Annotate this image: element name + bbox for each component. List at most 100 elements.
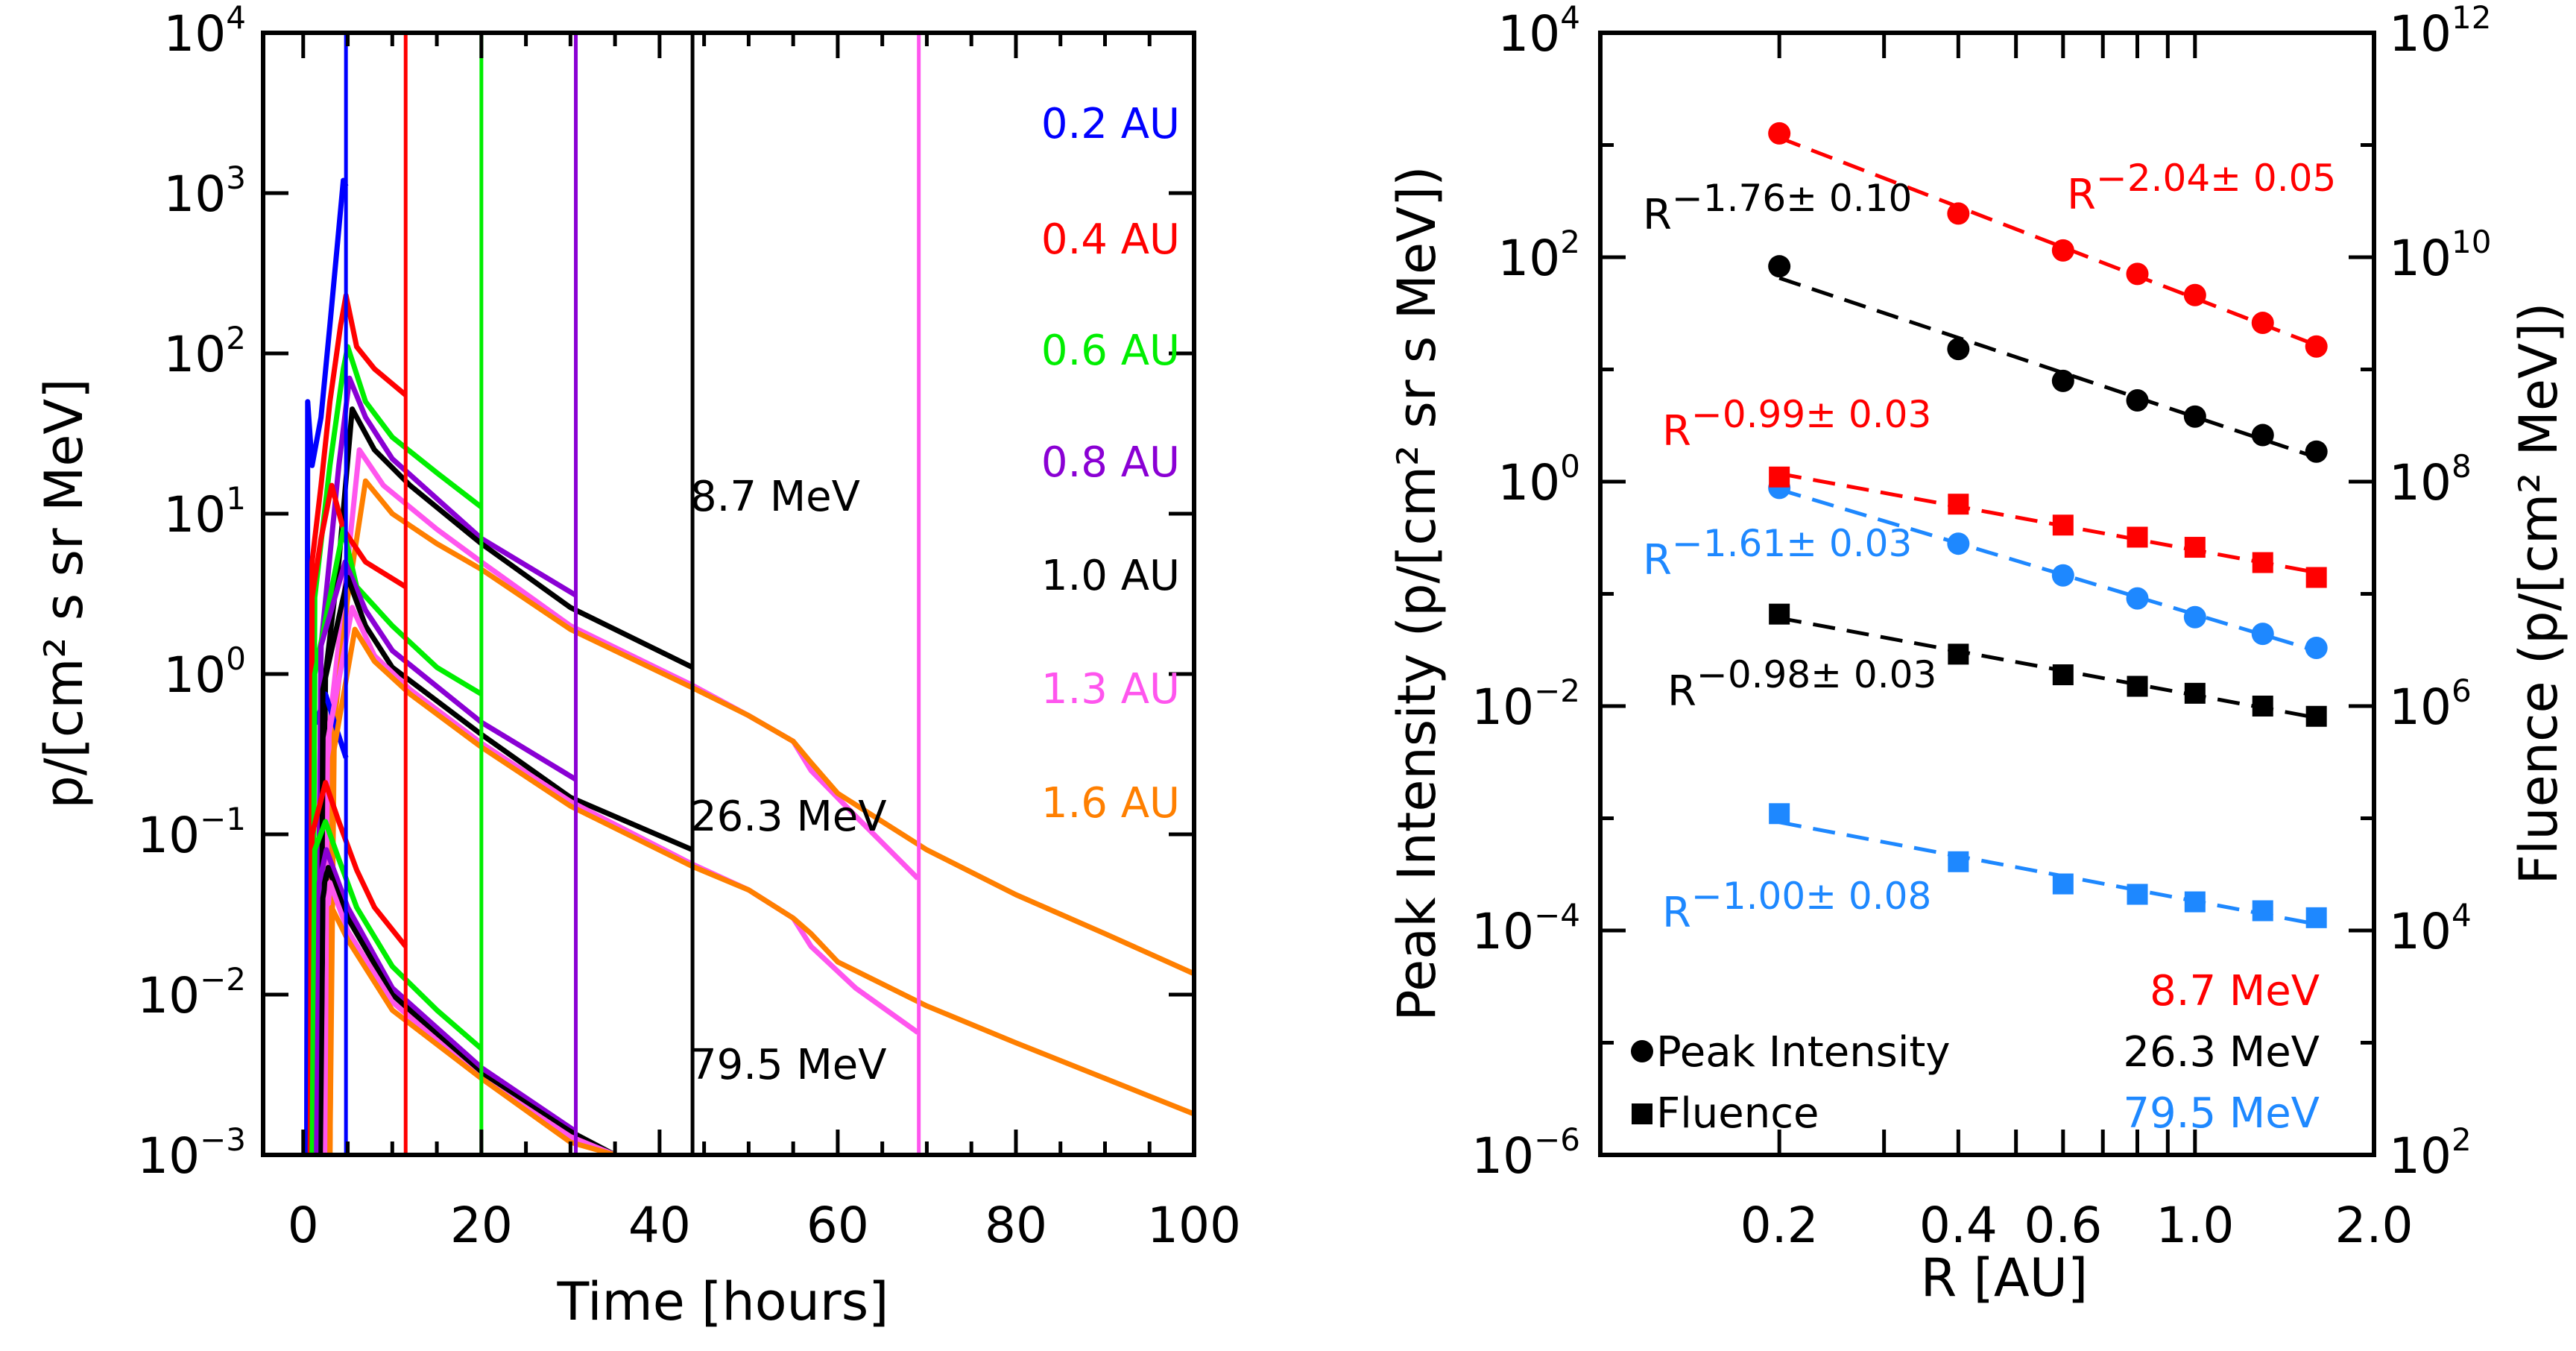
shock-arrival-lines: [344, 33, 921, 1155]
fit-line: [1778, 136, 2317, 347]
circle-marker: [2051, 239, 2074, 262]
square-marker: [1769, 466, 1790, 488]
legend-label-peak-intensity: Peak Intensity: [1656, 1028, 1951, 1077]
y-tick-label: 104: [163, 0, 246, 63]
x-tick-label: 20: [450, 1197, 513, 1254]
square-marker: [2305, 907, 2327, 928]
legend-item-0.8AU: 0.8 AU: [1041, 438, 1180, 487]
y-axis-title-fluence: Fluence (p/[cm² MeV]): [2508, 303, 2569, 885]
curve-26.3MeV-0.4AU: [307, 482, 408, 1155]
curve-8.7MeV-1.3AU: [323, 447, 920, 1155]
circle-marker: [2251, 623, 2274, 646]
energy-label-26.3: 26.3 MeV: [690, 793, 887, 841]
square-marker: [2305, 705, 2327, 727]
legend-item-1.3AU: 1.3 AU: [1041, 665, 1180, 714]
square-marker: [2052, 664, 2074, 686]
square-marker: [2127, 884, 2148, 905]
circle-marker: [2126, 388, 2149, 412]
y-axis-title-peak-intensity: Peak Intensity (p/[cm² sr s MeV]): [1386, 166, 1448, 1021]
circle-marker: [2183, 405, 2206, 428]
fit-label: R−0.99± 0.03: [1662, 393, 1931, 456]
circle-marker: [2183, 283, 2206, 306]
legend-item-0.2AU: 0.2 AU: [1041, 100, 1180, 148]
fit-line: [1778, 820, 2317, 926]
square-marker: [2184, 891, 2206, 913]
square-marker: [2252, 552, 2273, 573]
circle-marker: [2051, 369, 2074, 392]
fit-label: R−1.76± 0.10: [1643, 177, 1912, 239]
y-tick-label-right: 1012: [2389, 0, 2491, 63]
x-axis-title-right: R [AU]: [1921, 1247, 2089, 1309]
legend-energy-79.5: 79.5 MeV: [2123, 1089, 2320, 1138]
legend-item-0.4AU: 0.4 AU: [1041, 215, 1180, 264]
square-marker: [2305, 567, 2327, 588]
x-tick-label: 0.2: [1740, 1197, 1819, 1254]
y-tick-label-left: 10−6: [1471, 1121, 1580, 1185]
y-tick-label: 10−2: [137, 961, 246, 1024]
plot-frame-left: [261, 31, 1196, 1157]
fit-labels: R−2.04± 0.05 R−1.76± 0.10 R−1.61± 0.03 R−0.…: [1643, 157, 2336, 937]
x-tick-label: 60: [806, 1197, 869, 1254]
fit-label: R−1.61± 0.03: [1643, 522, 1912, 585]
y-tick-label-left: 10−2: [1471, 673, 1580, 736]
y-tick-label-left: 102: [1497, 224, 1580, 287]
circle-marker: [1947, 202, 1970, 225]
y-tick-label-left: 10−4: [1471, 897, 1580, 960]
curve-26.3MeV-1.0AU: [318, 575, 694, 1155]
curve-26.3MeV-1.3AU: [323, 605, 920, 1155]
square-marker: [2052, 873, 2074, 895]
x-tick-label: 0.4: [1919, 1197, 1998, 1254]
fit-line: [1778, 488, 2317, 653]
circle-marker: [2126, 587, 2149, 610]
square-marker: [2052, 514, 2074, 536]
circle-marker: [2305, 440, 2328, 463]
data-markers: [1768, 122, 2328, 928]
square-marker: [2184, 682, 2206, 704]
legend-energy-8.7: 8.7 MeV: [2150, 967, 2320, 1015]
y-tick-label: 102: [163, 320, 246, 383]
intensity-curves: [304, 177, 1194, 1155]
square-marker-icon: [1632, 1103, 1652, 1124]
y-tick-label-right: 1010: [2389, 224, 2491, 287]
square-marker: [1948, 643, 1969, 665]
square-marker: [2127, 526, 2148, 548]
curve-8.7MeV-0.2AU: [304, 177, 349, 1155]
square-marker: [1948, 851, 1969, 872]
curve-8.7MeV-0.4AU: [307, 292, 408, 1155]
x-tick-label: 100: [1147, 1197, 1241, 1254]
square-marker: [1769, 603, 1790, 625]
circle-marker: [2051, 564, 2074, 587]
y-tick-label: 10−3: [137, 1121, 246, 1185]
y-tick-label-right: 104: [2389, 897, 2472, 960]
y-tick-label: 101: [163, 480, 246, 544]
square-marker: [1948, 494, 1969, 515]
legend-label-fluence: Fluence: [1656, 1089, 1819, 1138]
x-tick-label: 40: [628, 1197, 691, 1254]
y-tick-label-left: 100: [1497, 448, 1580, 511]
energy-label-79.5: 79.5 MeV: [690, 1041, 887, 1089]
fit-line: [1778, 616, 2317, 720]
y-tick-label-right: 106: [2389, 673, 2472, 736]
curve-79.5MeV-1.3AU: [323, 880, 616, 1155]
legend-peak-intensity: Peak Intensity: [1631, 1028, 1951, 1077]
fit-label: R−1.00± 0.08: [1662, 875, 1931, 937]
curve-79.5MeV-0.4AU: [307, 780, 408, 1155]
circle-marker: [2183, 605, 2206, 629]
radius-legend: 0.2 AU 0.4 AU 0.6 AU 0.8 AU 1.0 AU 1.3 AU 1.6 …: [1041, 100, 1180, 828]
square-marker: [2252, 696, 2273, 717]
legend-item-1.6AU: 1.6 AU: [1041, 779, 1180, 828]
legend-fluence: Fluence: [1632, 1089, 1819, 1138]
fit-line: [1778, 276, 2317, 459]
curve-79.5MeV-1.0AU: [318, 865, 616, 1155]
curve-79.5MeV-0.6AU: [309, 819, 484, 1155]
legend-item-1.0AU: 1.0 AU: [1041, 552, 1180, 600]
square-marker: [2127, 676, 2148, 697]
y-tick-label-left: 104: [1497, 0, 1580, 63]
curve-26.3MeV-0.6AU: [309, 526, 483, 1155]
x-axis-title-left: Time [hours]: [557, 1271, 889, 1332]
square-marker: [2252, 900, 2273, 922]
circle-marker: [2305, 636, 2328, 659]
y-tick-label: 103: [163, 160, 246, 223]
y-tick-label: 100: [163, 640, 246, 704]
circle-marker: [1947, 338, 1970, 361]
